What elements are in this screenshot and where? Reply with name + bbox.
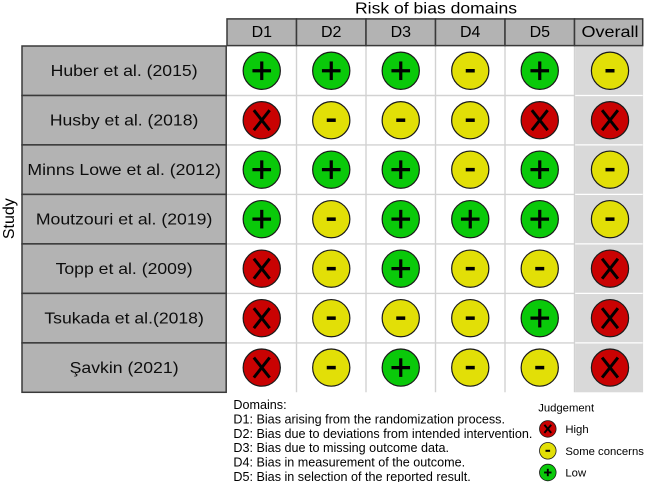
svg-text:Some concerns: Some concerns [565, 446, 644, 458]
svg-text:Study: Study [1, 198, 18, 239]
svg-text:Judgement: Judgement [538, 403, 595, 415]
svg-text:Husby et al. (2018): Husby et al. (2018) [50, 113, 199, 130]
svg-text:Huber et al. (2015): Huber et al. (2015) [51, 63, 198, 80]
svg-text:Low: Low [565, 468, 587, 480]
svg-text:Overall: Overall [582, 24, 639, 41]
svg-text:D4: Bias in measurement of the: D4: Bias in measurement of the outcome. [233, 456, 465, 470]
svg-text:Şavkin (2021): Şavkin (2021) [70, 360, 179, 377]
svg-text:Tsukada et al.(2018): Tsukada et al.(2018) [44, 310, 204, 327]
svg-text:Minns Lowe et al. (2012): Minns Lowe et al. (2012) [27, 162, 221, 179]
svg-text:D3: D3 [391, 24, 412, 41]
svg-text:Domains:: Domains: [233, 398, 286, 412]
svg-text:Topp et al. (2009): Topp et al. (2009) [56, 261, 193, 278]
svg-text:D1: D1 [252, 24, 273, 41]
svg-text:Moutzouri et al. (2019): Moutzouri et al. (2019) [36, 212, 213, 229]
svg-text:D4: D4 [460, 24, 481, 41]
svg-text:Risk of bias domains: Risk of bias domains [355, 0, 517, 17]
svg-text:D5: Bias in selection of the r: D5: Bias in selection of the reported re… [233, 470, 470, 482]
svg-text:High: High [565, 424, 588, 436]
svg-text:D2: Bias due to deviations fro: D2: Bias due to deviations from intended… [233, 427, 532, 441]
svg-text:D1: Bias arising from the rand: D1: Bias arising from the randomization … [233, 412, 505, 426]
svg-text:D5: D5 [530, 24, 551, 41]
svg-text:D2: D2 [321, 24, 342, 41]
svg-text:D3: Bias due to missing outcom: D3: Bias due to missing outcome data. [233, 441, 449, 455]
